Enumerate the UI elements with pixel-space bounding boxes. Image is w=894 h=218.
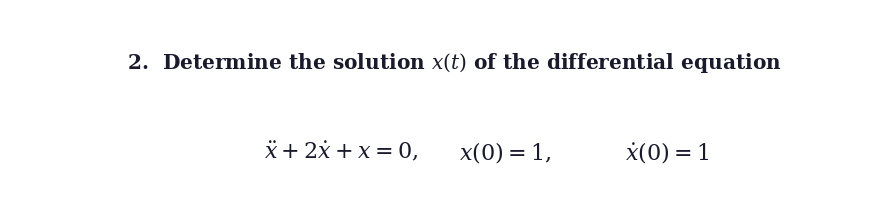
Text: $\dot{x}(0) = 1$: $\dot{x}(0) = 1$: [624, 140, 709, 165]
Text: $x(0) = 1,$: $x(0) = 1,$: [458, 140, 550, 165]
Text: 2.  Determine the solution $x(t)$ of the differential equation: 2. Determine the solution $x(t)$ of the …: [127, 51, 781, 75]
Text: $\ddot{x} + 2\dot{x} + x = 0,$: $\ddot{x} + 2\dot{x} + x = 0,$: [265, 140, 418, 164]
